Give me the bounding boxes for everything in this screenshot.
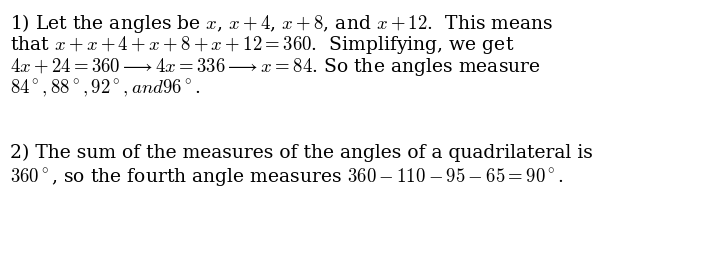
Text: $4x+24=360\longrightarrow 4x=336\longrightarrow x=84$. So the angles measure: $4x+24=360\longrightarrow 4x=336\longrig…: [10, 56, 541, 78]
Text: that $x+x+4+x+8+x+12=360$.  Simplifying, we get: that $x+x+4+x+8+x+12=360$. Simplifying, …: [10, 34, 514, 56]
Text: 1) Let the angles be $x$, $x+4$, $x+8$, and $x+12$.  This means: 1) Let the angles be $x$, $x+4$, $x+8$, …: [10, 12, 554, 35]
Text: $360^\circ$, so the fourth angle measures $360-110-95-65=90^\circ$.: $360^\circ$, so the fourth angle measure…: [10, 165, 564, 187]
Text: 2) The sum of the measures of the angles of a quadrilateral is: 2) The sum of the measures of the angles…: [10, 144, 593, 162]
Text: $84^\circ,88^\circ,92^\circ,\mathit{and}96^\circ$.: $84^\circ,88^\circ,92^\circ,\mathit{and}…: [10, 78, 200, 99]
